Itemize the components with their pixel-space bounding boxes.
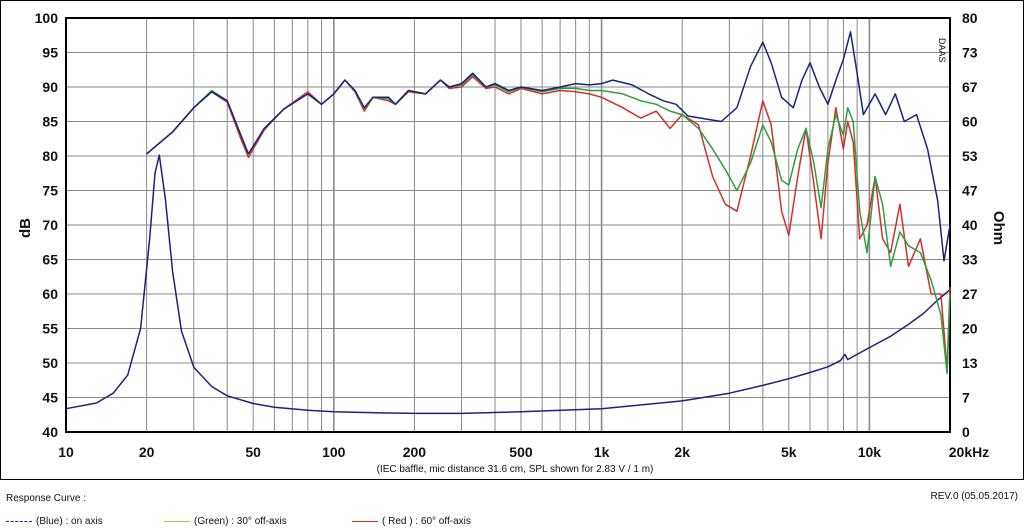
y-left-tick-label: 65	[42, 252, 58, 268]
y-right-tick-label: 40	[962, 217, 978, 233]
y-left-tick-label: 90	[42, 79, 58, 95]
legend-marker-red	[352, 520, 378, 522]
x-tick-label: 20kHz	[949, 444, 989, 460]
x-tick-label: 100	[322, 444, 346, 460]
y-right-tick-label: 60	[962, 114, 978, 130]
y-right-tick-label: 53	[962, 148, 978, 164]
x-tick-label: 50	[245, 444, 261, 460]
y-right-tick-label: 33	[962, 252, 978, 268]
left-axis-title: dB	[17, 218, 34, 238]
y-right-tick-label: 7	[962, 389, 970, 405]
legend-label-blue: (Blue) : on axis	[36, 516, 103, 527]
right-axis-title: Ohm	[990, 211, 1007, 245]
y-left-tick-label: 95	[42, 45, 58, 61]
y-left-tick-label: 45	[42, 390, 58, 406]
legend-marker-blue	[6, 520, 32, 522]
y-left-tick-label: 100	[35, 10, 59, 26]
tick-labels: 10 20 50 100 200 500 1k 2k 5k 10k 20kHz40455055606…	[35, 10, 990, 460]
series-line-impedance	[65, 154, 951, 415]
y-right-tick-label: 73	[962, 45, 978, 61]
y-left-tick-label: 85	[42, 114, 58, 130]
legend-item-blue: (Blue) : on axis	[6, 516, 103, 527]
series-layer	[65, 31, 951, 415]
watermark-logo: DAAS	[937, 38, 947, 63]
y-right-tick-label: 80	[962, 10, 978, 26]
x-tick-label: 5k	[781, 444, 797, 460]
legend-label-green: (Green) : 30° off-axis	[194, 516, 287, 527]
y-left-tick-label: 40	[42, 424, 58, 440]
chart-subtitle: (IEC baffle, mic distance 31.6 cm, SPL s…	[377, 464, 654, 475]
y-left-tick-label: 60	[42, 286, 58, 302]
footer-caption: Response Curve :	[6, 493, 87, 504]
y-left-tick-label: 70	[42, 217, 58, 233]
y-left-tick-label: 80	[42, 148, 58, 164]
legend-item-green: (Green) : 30° off-axis	[164, 516, 287, 527]
y-right-tick-label: 20	[962, 321, 978, 337]
y-left-tick-label: 75	[42, 183, 58, 199]
y-right-tick-label: 13	[962, 355, 978, 371]
y-left-tick-label: 50	[42, 355, 58, 371]
chart-border	[0, 0, 1024, 480]
series-line-blue-on-axis	[146, 31, 951, 262]
legend-item-red: ( Red ) : 60° off-axis	[352, 516, 471, 527]
y-right-tick-label: 67	[962, 79, 978, 95]
x-tick-label: 200	[403, 444, 427, 460]
y-right-tick-label: 27	[962, 286, 978, 302]
y-right-tick-label: 47	[962, 182, 978, 198]
x-tick-label: 10	[58, 444, 74, 460]
x-tick-label: 2k	[674, 444, 690, 460]
x-tick-label: 500	[509, 444, 533, 460]
x-tick-label: 10k	[858, 444, 882, 460]
revision-label: REV.0 (05.05.2017)	[930, 491, 1018, 502]
legend-label-red: ( Red ) : 60° off-axis	[382, 516, 471, 527]
frequency-response-chart: 10 20 50 100 200 500 1k 2k 5k 10k 20kHz40455055606…	[0, 0, 1024, 480]
legend-marker-green	[164, 520, 190, 522]
x-tick-label: 20	[139, 444, 155, 460]
x-tick-label: 1k	[594, 444, 610, 460]
y-left-tick-label: 55	[42, 321, 58, 337]
y-right-tick-label: 0	[962, 424, 970, 440]
